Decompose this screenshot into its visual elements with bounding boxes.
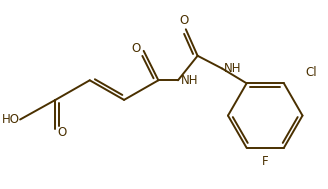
Text: NH: NH <box>224 62 241 75</box>
Text: O: O <box>57 126 67 139</box>
Text: Cl: Cl <box>305 66 317 79</box>
Text: HO: HO <box>2 113 20 126</box>
Text: F: F <box>262 155 269 168</box>
Text: O: O <box>132 42 141 55</box>
Text: NH: NH <box>181 74 198 87</box>
Text: O: O <box>179 14 189 27</box>
